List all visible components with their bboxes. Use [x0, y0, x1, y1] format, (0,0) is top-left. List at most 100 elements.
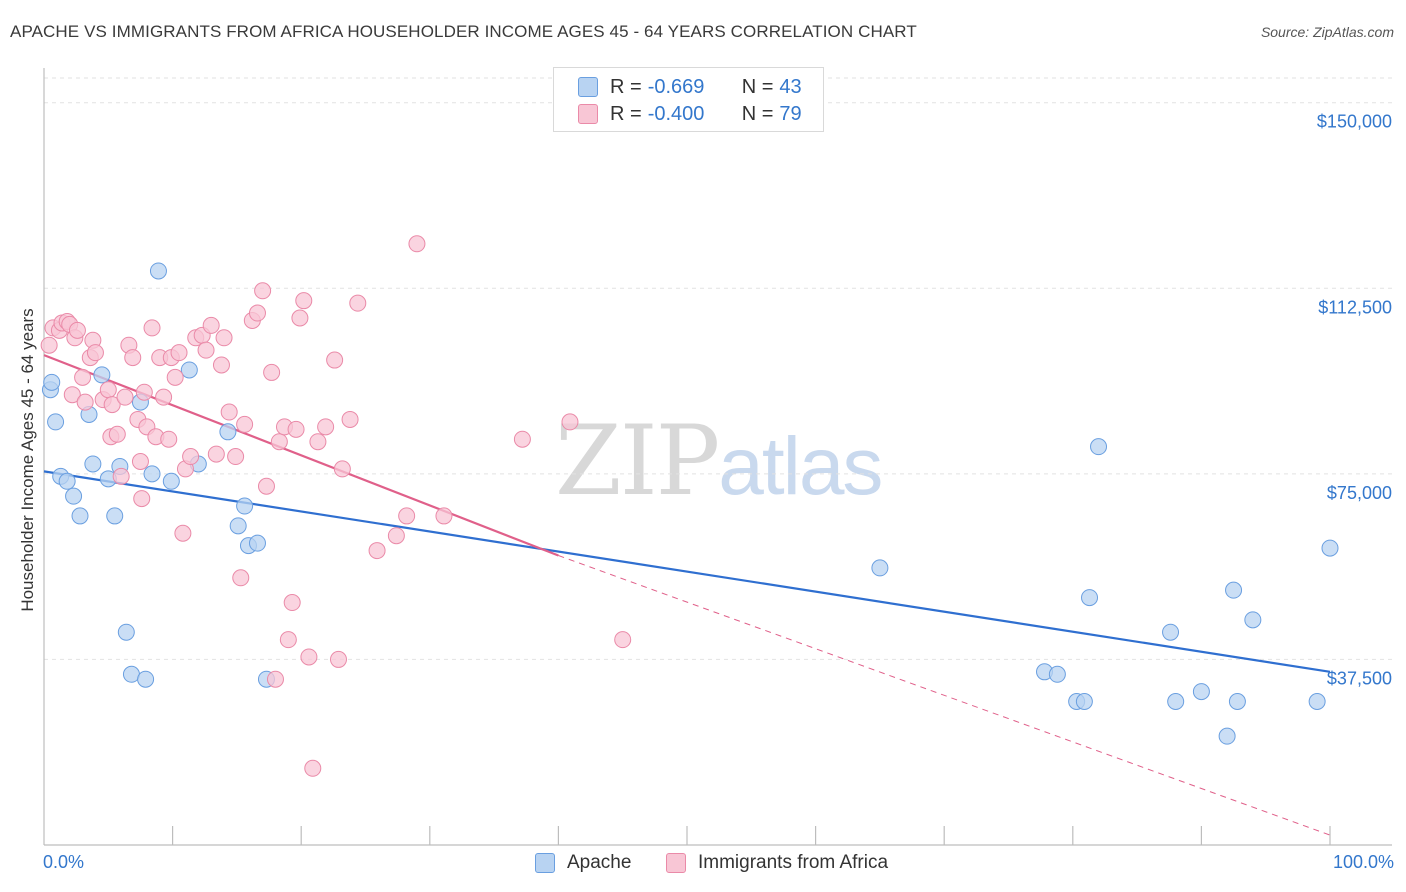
africa-point — [174, 524, 192, 542]
africa-point — [232, 569, 250, 587]
apache-point — [1225, 581, 1243, 599]
africa-point — [398, 507, 416, 525]
apache-point — [106, 507, 124, 525]
r-label: R = — [610, 102, 642, 125]
apache-point — [1048, 665, 1066, 683]
apache-point — [1308, 692, 1326, 710]
africa-point — [326, 351, 344, 369]
africa-point — [76, 393, 94, 411]
africa-point — [561, 413, 579, 431]
y-tick-label: $37,500 — [1327, 668, 1392, 688]
apache-point — [71, 507, 89, 525]
africa-point — [408, 235, 426, 253]
africa-point — [270, 433, 288, 451]
africa-point — [236, 415, 254, 433]
n-label: N = — [741, 102, 774, 125]
africa-point — [227, 448, 245, 466]
trend-line — [43, 354, 559, 557]
legend-item-africa: Immigrants from Africa — [666, 852, 888, 874]
africa-point — [182, 448, 200, 466]
africa-point — [368, 542, 386, 560]
n-value: 43 — [779, 75, 802, 98]
apache-point — [871, 559, 889, 577]
africa-point — [215, 329, 233, 347]
x-tick-min: 0.0% — [43, 852, 85, 872]
africa-point — [283, 594, 301, 612]
africa-point — [108, 425, 126, 443]
y-tick-label: $75,000 — [1327, 483, 1392, 503]
africa-point — [74, 368, 92, 386]
apache-point — [149, 262, 167, 280]
apache-point — [122, 665, 140, 683]
africa-point — [263, 363, 281, 381]
r-label: R = — [610, 75, 642, 98]
africa-point — [387, 527, 405, 545]
africa-point — [212, 356, 230, 374]
africa-point — [279, 631, 297, 649]
apache-point — [1321, 539, 1339, 557]
apache-point — [1090, 438, 1108, 456]
apache-point — [229, 517, 247, 535]
apache-point — [1075, 692, 1093, 710]
apache-point — [1192, 683, 1210, 701]
n-value: 79 — [779, 102, 802, 125]
apache-point — [93, 366, 111, 384]
africa-point — [112, 467, 130, 485]
watermark-zip: ZIP — [555, 405, 720, 517]
africa-point — [86, 344, 104, 362]
apache-point — [1081, 589, 1099, 607]
africa-point — [513, 430, 531, 448]
apache-swatch — [578, 77, 598, 97]
africa-point — [220, 403, 238, 421]
africa-point — [248, 304, 266, 322]
apache-point — [137, 670, 155, 688]
africa-point — [103, 396, 121, 414]
africa-point — [341, 410, 359, 428]
africa-swatch — [666, 853, 686, 873]
apache-point — [143, 465, 161, 483]
africa-point — [116, 388, 134, 406]
apache-point — [1162, 623, 1180, 641]
africa-point — [133, 490, 151, 508]
correlation-legend: R = -0.669 N = 43 R = -0.400 N = 79 — [553, 67, 824, 132]
apache-point — [1218, 727, 1236, 745]
africa-point — [68, 321, 86, 339]
legend-label-africa: Immigrants from Africa — [698, 852, 889, 873]
africa-point — [124, 349, 142, 367]
apache-point — [117, 623, 135, 641]
apache-point — [1244, 611, 1262, 629]
apache-point — [180, 361, 198, 379]
data-points — [40, 235, 1339, 777]
africa-point — [309, 433, 327, 451]
legend-label-apache: Apache — [567, 852, 632, 873]
africa-point — [40, 336, 58, 354]
legend-item-apache: Apache — [535, 852, 631, 874]
apache-point — [84, 455, 102, 473]
legend-row-apache: R = -0.669 N = 43 — [578, 74, 802, 100]
africa-point — [266, 670, 284, 688]
africa-point — [329, 650, 347, 668]
apache-point — [1228, 692, 1246, 710]
y-tick-label: $112,500 — [1318, 297, 1392, 317]
x-tick-max: 100.0% — [1332, 852, 1394, 872]
africa-point — [304, 759, 322, 777]
apache-point — [43, 373, 61, 391]
africa-point — [317, 418, 335, 436]
watermark: ZIPatlas — [555, 405, 883, 517]
africa-point — [435, 507, 453, 525]
apache-point — [58, 472, 76, 490]
n-label: N = — [741, 75, 774, 98]
africa-point — [300, 648, 318, 666]
apache-point — [47, 413, 65, 431]
africa-point — [291, 309, 309, 327]
africa-point — [287, 420, 305, 438]
africa-point — [135, 383, 153, 401]
africa-point — [131, 453, 149, 470]
africa-point — [257, 477, 275, 495]
r-value: -0.400 — [647, 102, 705, 125]
r-value: -0.669 — [647, 75, 705, 98]
apache-point — [248, 534, 266, 552]
africa-point — [155, 388, 173, 406]
apache-point — [1167, 692, 1185, 710]
apache-point — [162, 472, 180, 490]
